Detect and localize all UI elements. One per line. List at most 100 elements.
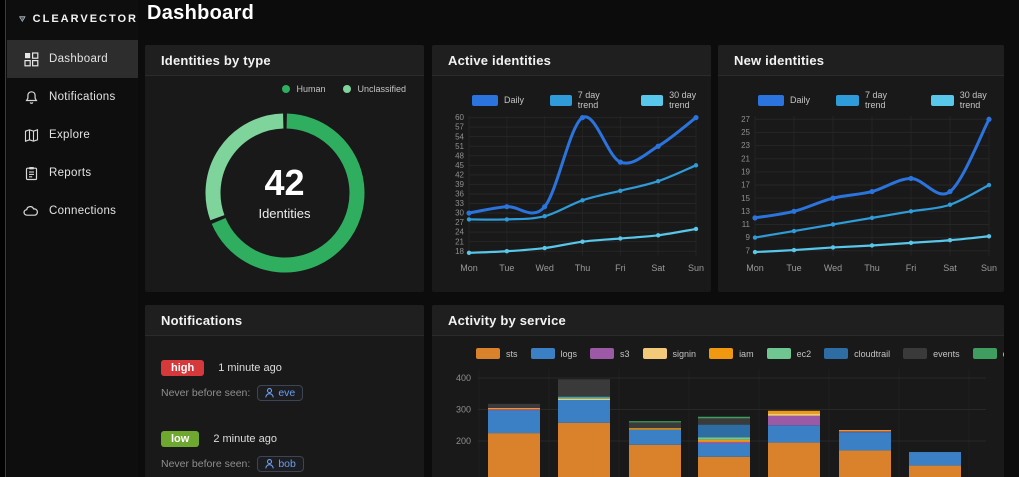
legend-swatch xyxy=(642,348,667,359)
svg-text:19: 19 xyxy=(741,167,750,176)
legend-label: 30 day trend xyxy=(959,90,987,110)
card-title: Activity by service xyxy=(448,312,566,328)
svg-text:27: 27 xyxy=(455,218,464,227)
svg-text:51: 51 xyxy=(455,142,464,151)
legend-label: signin xyxy=(672,348,697,359)
svg-text:11: 11 xyxy=(742,220,751,229)
legend-swatch xyxy=(590,348,615,359)
legend-item-unclassified[interactable]: Unclassified xyxy=(343,84,406,94)
legend-item-cloudformation[interactable]: cloudformation xyxy=(972,348,1004,359)
legend-swatch xyxy=(972,348,997,359)
notification-item: low 2 minute ago Never before seen: bob xyxy=(161,431,408,472)
svg-text:Sun: Sun xyxy=(688,263,704,273)
svg-text:Fri: Fri xyxy=(615,263,626,273)
svg-text:25: 25 xyxy=(741,128,750,137)
sidebar-item-label: Explore xyxy=(49,129,91,141)
brand-logo[interactable]: CLEARVECTOR xyxy=(7,0,138,30)
legend-item-daily[interactable]: Daily xyxy=(472,94,525,106)
card-title: New identities xyxy=(734,52,825,68)
user-chip-bob[interactable]: bob xyxy=(257,456,304,472)
legend-label: cloudtrail xyxy=(854,348,891,359)
user-chip-label: eve xyxy=(278,387,296,399)
svg-text:54: 54 xyxy=(455,132,464,141)
legend-swatch xyxy=(530,348,555,359)
sidebar-item-reports[interactable]: Reports xyxy=(7,154,138,192)
sidebar-item-explore[interactable]: Explore xyxy=(7,116,138,154)
svg-text:300: 300 xyxy=(456,405,471,415)
legend-item-iam[interactable]: iam xyxy=(709,348,754,359)
legend-label: Unclassified xyxy=(357,84,406,94)
svg-text:400: 400 xyxy=(456,373,471,383)
legend-swatch xyxy=(758,94,784,106)
legend-label: cloudformation xyxy=(1003,349,1004,359)
legend-item-7-day-trend[interactable]: 7 day trend xyxy=(550,90,615,110)
svg-text:21: 21 xyxy=(741,154,750,163)
legend-label: iam xyxy=(739,348,754,359)
legend-swatch xyxy=(282,85,291,93)
legend-item-sts[interactable]: sts xyxy=(476,348,518,359)
svg-text:7: 7 xyxy=(746,246,751,255)
donut-legend: Human Unclassified xyxy=(145,76,424,94)
legend-item-s3[interactable]: s3 xyxy=(590,348,630,359)
svg-text:Thu: Thu xyxy=(575,263,591,273)
sidebar-item-dashboard[interactable]: Dashboard xyxy=(7,40,138,78)
svg-text:Sat: Sat xyxy=(943,263,957,273)
svg-text:57: 57 xyxy=(455,123,464,132)
legend-item-signin[interactable]: signin xyxy=(642,348,697,359)
report-clipboard-icon xyxy=(23,165,39,181)
legend-item-30-day-trend[interactable]: 30 day trend xyxy=(641,90,711,110)
map-icon xyxy=(23,127,39,143)
legend-label: Daily xyxy=(504,95,525,105)
bell-icon xyxy=(23,89,39,105)
notification-message: Never before seen: xyxy=(161,387,251,399)
svg-text:33: 33 xyxy=(455,199,464,208)
legend-item-ec2[interactable]: ec2 xyxy=(766,348,812,359)
user-chip-eve[interactable]: eve xyxy=(257,385,304,401)
legend-label: ec2 xyxy=(796,348,812,359)
legend-item-events[interactable]: events xyxy=(903,348,960,359)
legend-swatch xyxy=(641,94,664,106)
legend-swatch xyxy=(903,348,928,359)
svg-text:Sat: Sat xyxy=(651,263,665,273)
notification-time: 1 minute ago xyxy=(218,362,282,374)
legend-item-cloudtrail[interactable]: cloudtrail xyxy=(824,348,890,359)
svg-text:Wed: Wed xyxy=(535,263,553,273)
svg-text:27: 27 xyxy=(741,115,750,124)
user-chip-label: bob xyxy=(278,458,296,470)
legend-swatch xyxy=(472,94,498,106)
legend-item-daily[interactable]: Daily xyxy=(758,94,810,106)
legend-label: logs xyxy=(560,348,578,359)
notification-list: high 1 minute ago Never before seen: eve… xyxy=(145,336,424,472)
legend-item-human[interactable]: Human xyxy=(282,84,325,94)
svg-text:Mon: Mon xyxy=(460,263,478,273)
card-title: Notifications xyxy=(161,312,243,328)
svg-text:Fri: Fri xyxy=(906,263,917,273)
svg-text:42: 42 xyxy=(455,170,464,179)
card-activity-by-service: Activity by service sts logs s3 signin iam ec… xyxy=(432,305,1004,477)
svg-text:Wed: Wed xyxy=(824,263,842,273)
sidebar-nav: Dashboard Notifications Explore Reports … xyxy=(7,40,138,230)
page-title: Dashboard xyxy=(147,2,255,24)
card-title: Identities by type xyxy=(161,52,271,68)
svg-text:200: 200 xyxy=(456,436,471,446)
new-identities-legend: Daily 7 day trend 30 day trend xyxy=(718,76,1004,110)
legend-swatch xyxy=(930,94,954,106)
sidebar: CLEARVECTOR Dashboard Notifications Expl… xyxy=(7,0,138,477)
sidebar-item-label: Dashboard xyxy=(49,53,108,65)
legend-swatch xyxy=(824,348,849,359)
svg-text:39: 39 xyxy=(455,180,464,189)
sidebar-item-connections[interactable]: Connections xyxy=(7,192,138,230)
svg-text:9: 9 xyxy=(746,233,751,242)
legend-label: events xyxy=(933,348,960,359)
sidebar-item-notifications[interactable]: Notifications xyxy=(7,78,138,116)
cloud-icon xyxy=(23,203,39,219)
legend-item-logs[interactable]: logs xyxy=(530,348,578,359)
legend-swatch xyxy=(766,348,791,359)
legend-item-7-day-trend[interactable]: 7 day trend xyxy=(836,90,905,110)
legend-item-30-day-trend[interactable]: 30 day trend xyxy=(930,90,1004,110)
sidebar-item-label: Connections xyxy=(49,205,117,217)
svg-text:17: 17 xyxy=(741,181,750,190)
svg-text:Tue: Tue xyxy=(499,263,514,273)
dashboard-grid-icon xyxy=(23,51,39,67)
